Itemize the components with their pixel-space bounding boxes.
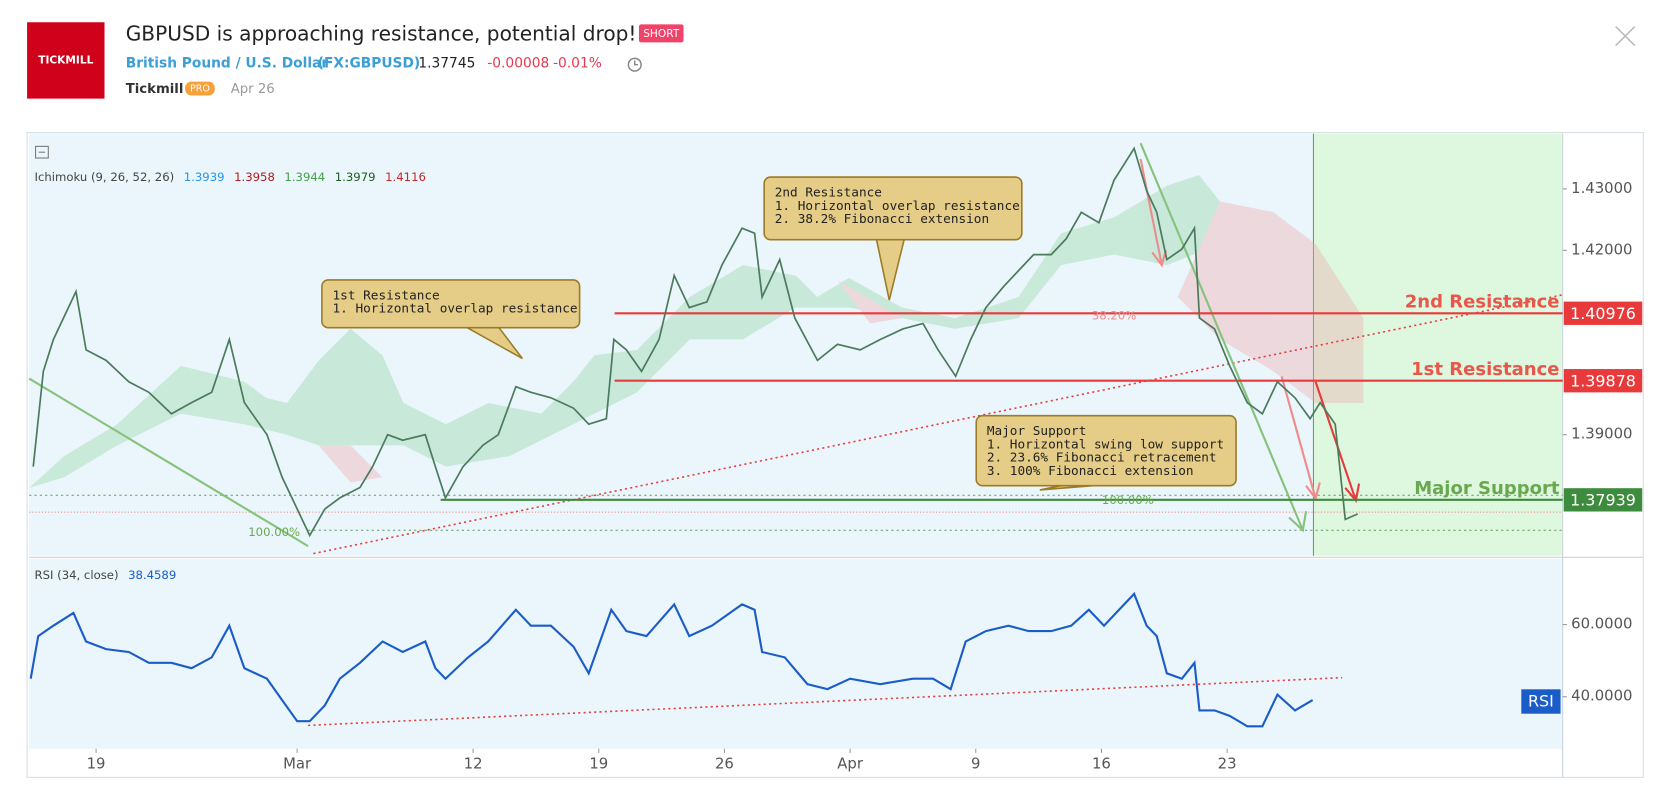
fib-label: 38.20% [1092, 309, 1136, 323]
indicator-name: RSI (34, close) [35, 567, 119, 581]
callout-text: 2nd Resistance [775, 185, 882, 200]
indicator-name: Ichimoku (9, 26, 52, 26) [35, 170, 175, 184]
x-tick-label: 23 [1218, 756, 1237, 773]
alert-icon[interactable] [627, 57, 642, 72]
change-pct: -0.01% [553, 56, 602, 72]
y-tick-label: 60.0000 [1571, 616, 1632, 633]
indicator-value: 1.4116 [385, 170, 426, 184]
indicator-legend: RSI (34, close) 38.4589 [35, 567, 177, 581]
change: -0.00008 [487, 56, 549, 72]
pro-badge [185, 81, 215, 96]
callout-text: 1. Horizontal swing low support [987, 436, 1224, 451]
indicator-legend: Ichimoku (9, 26, 52, 26) 1.3939 1.3958 1.39… [35, 170, 426, 184]
logo-text: TICKMILL [38, 54, 93, 66]
price-tag-label: 1.39878 [1570, 371, 1636, 390]
series-line [32, 146, 1359, 538]
indicator-value: 1.3979 [335, 170, 376, 184]
indicator-value: 38.4589 [128, 567, 176, 581]
callout-tail [875, 239, 905, 301]
date: Apr 26 [231, 82, 275, 97]
x-tick-label: 26 [715, 756, 734, 773]
callout-text: 1. Horizontal overlap resistance [333, 301, 578, 316]
idea-title: GBPUSD is approaching resistance, potent… [126, 21, 637, 45]
plots: 1.39000 1.42000 1.43000 19 Mar 12 19 26 Apr 9 16 23… [29, 146, 1643, 773]
price: 1.37745 [418, 56, 475, 72]
callout-text: 2. 23.6% Fibonacci retracement [987, 450, 1217, 465]
x-tick-label: 19 [87, 756, 106, 773]
price-tag-label: 1.37939 [1570, 490, 1636, 509]
callout-text: Major Support [987, 423, 1087, 438]
y-tick-label: 1.42000 [1571, 241, 1632, 258]
level-name: 2nd Resistance [1405, 292, 1560, 313]
author[interactable]: Tickmill [126, 82, 184, 97]
price-tag [1563, 301, 1643, 325]
short-badge-text: SHORT [643, 28, 680, 40]
indicator-value: 1.3939 [184, 170, 225, 184]
y-tick-label: 1.39000 [1571, 426, 1632, 443]
series-line [29, 591, 1314, 728]
logo [27, 22, 105, 99]
x-tick-label: 19 [589, 756, 608, 773]
x-tick-label: 9 [971, 756, 980, 773]
level-name: 1st Resistance [1411, 359, 1559, 380]
target-zone [1313, 133, 1563, 556]
x-tick-label: Mar [283, 756, 312, 773]
price-tag [1563, 369, 1643, 393]
callout-text: 1st Resistance [333, 287, 440, 302]
level-name: Major Support [1414, 478, 1560, 499]
fib-label: 100.00% [1102, 493, 1154, 507]
x-tick-label: 16 [1092, 756, 1111, 773]
callout-text: 3. 100% Fibonacci extension [987, 463, 1194, 478]
price-tag-label: 1.40976 [1570, 304, 1636, 323]
short-badge [638, 24, 684, 43]
y-tick-label: 40.0000 [1571, 688, 1632, 705]
price-tag [1563, 488, 1643, 512]
callout-tail [1039, 484, 1093, 491]
close-button[interactable] [1615, 25, 1636, 47]
callout-text: 2. 38.2% Fibonacci extension [775, 211, 989, 226]
indicator-value: 1.3958 [234, 170, 275, 184]
drawings [28, 142, 1563, 727]
indicator-value: 1.3944 [284, 170, 325, 184]
rsi-badge-text: RSI [1528, 692, 1554, 711]
symbol-name[interactable]: British Pound / U.S. Dollar [126, 56, 329, 72]
callout-box [975, 414, 1237, 487]
y-tick-label: 1.43000 [1571, 180, 1632, 197]
callout-tail [466, 326, 523, 360]
callout-box [763, 176, 1023, 241]
rsi-pane [29, 558, 1563, 749]
fib-label: 100.00% [248, 525, 300, 539]
callout-text: 1. Horizontal overlap resistance [775, 198, 1020, 213]
x-tick-label: 12 [464, 756, 483, 773]
symbol[interactable]: (FX:GBPUSD) [318, 56, 421, 72]
pro-badge-text: PRO [190, 84, 210, 95]
callout-box [321, 279, 581, 329]
rsi-badge [1521, 689, 1561, 714]
ichimoku-cloud [29, 174, 1364, 488]
x-tick-label: Apr [837, 756, 864, 773]
